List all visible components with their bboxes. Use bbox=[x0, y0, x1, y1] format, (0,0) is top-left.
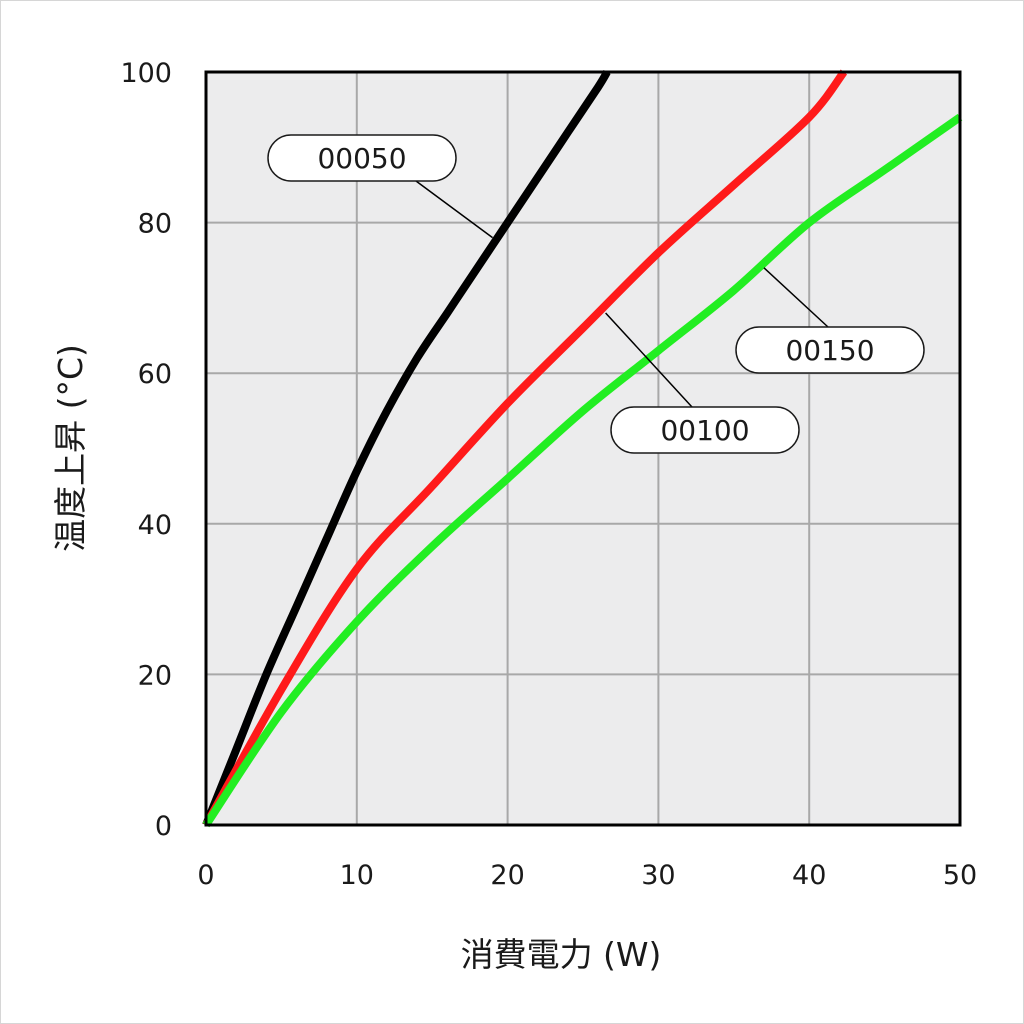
y-tick-label: 80 bbox=[138, 209, 172, 240]
callout-label: 00100 bbox=[660, 414, 749, 447]
callout-leader-line bbox=[605, 312, 693, 408]
y-tick-label: 60 bbox=[138, 359, 172, 390]
y-tick-label: 100 bbox=[120, 58, 172, 89]
x-tick-label: 20 bbox=[490, 860, 524, 891]
series-line-00050 bbox=[202, 69, 611, 827]
plot-border bbox=[204, 70, 962, 827]
callout-box bbox=[610, 406, 800, 454]
callout-leader-line bbox=[415, 180, 493, 239]
y-tick-labels: 0 20 40 60 80 100 bbox=[120, 58, 172, 842]
callout-box bbox=[735, 326, 925, 374]
x-tick-label: 50 bbox=[943, 860, 977, 891]
y-tick-label: 40 bbox=[138, 510, 172, 541]
y-axis-label: 温度上昇 (°C) bbox=[51, 344, 90, 552]
plot-area bbox=[206, 72, 960, 825]
callout-label: 00150 bbox=[785, 334, 874, 367]
y-tick-label: 0 bbox=[155, 811, 172, 842]
series-callouts: 00050 00100 00150 bbox=[267, 134, 925, 454]
callout-leader-line bbox=[763, 267, 829, 328]
x-tick-label: 10 bbox=[340, 860, 374, 891]
series-line-00150 bbox=[202, 113, 963, 828]
y-tick-label: 20 bbox=[138, 660, 172, 691]
x-tick-label: 40 bbox=[792, 860, 826, 891]
x-tick-label: 30 bbox=[641, 860, 675, 891]
series-line-00100 bbox=[202, 69, 848, 827]
callout-box bbox=[267, 134, 457, 182]
x-tick-label: 0 bbox=[197, 860, 214, 891]
x-tick-labels: 0 10 20 30 40 50 bbox=[197, 860, 977, 891]
callout-label: 00050 bbox=[317, 142, 406, 175]
series-lines bbox=[202, 69, 963, 828]
x-axis-label: 消費電力 (W) bbox=[461, 935, 662, 974]
